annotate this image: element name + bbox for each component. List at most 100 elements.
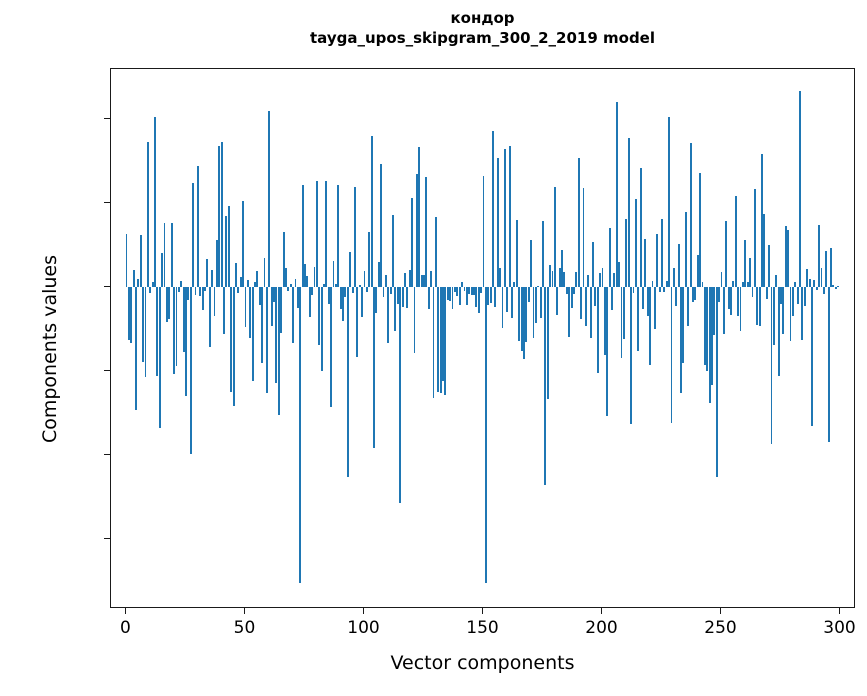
bar (758, 287, 761, 326)
bar (399, 287, 402, 504)
y-tick-mark (104, 117, 110, 119)
bar (370, 136, 373, 288)
bar (639, 168, 642, 288)
bar (432, 287, 435, 399)
bar (230, 287, 233, 392)
bar (592, 241, 594, 288)
bar (251, 287, 254, 381)
bar (508, 145, 511, 288)
x-tick-mark (243, 608, 246, 614)
bar (796, 287, 799, 304)
x-tick-label: 100 (347, 618, 380, 638)
bar (156, 287, 159, 376)
bar (332, 260, 335, 288)
bar (649, 287, 652, 365)
x-tick-label: 300 (823, 618, 856, 638)
x-tick-mark (362, 608, 365, 614)
bar (330, 287, 333, 407)
bar (182, 287, 185, 353)
bar (165, 287, 168, 322)
y-tick-mark (104, 201, 110, 203)
bar (315, 180, 318, 288)
bar (151, 282, 154, 288)
bar (791, 287, 794, 316)
bar (361, 287, 364, 317)
bar (584, 287, 587, 326)
bar (730, 287, 732, 315)
bar (301, 185, 304, 288)
bar (137, 279, 140, 288)
bar (644, 239, 647, 288)
x-tick-mark (481, 608, 484, 614)
bar (249, 287, 252, 339)
bar (703, 287, 706, 366)
bar (701, 282, 704, 288)
bar (342, 287, 344, 321)
bar (296, 287, 299, 308)
bar (289, 283, 292, 288)
bar (334, 283, 337, 288)
bar (596, 287, 599, 374)
bar-series-container (111, 69, 854, 607)
bar (532, 287, 535, 338)
bar (235, 262, 237, 288)
bar (204, 287, 206, 292)
bar (275, 287, 278, 383)
bar (382, 287, 385, 298)
bar (311, 287, 314, 295)
bar (282, 232, 285, 288)
bar (784, 225, 787, 288)
bar (768, 245, 771, 288)
x-tick-label: 250 (704, 618, 737, 638)
bar (725, 220, 728, 288)
bar (572, 287, 575, 294)
bar (375, 287, 378, 313)
bar (484, 287, 487, 583)
chart-title: кондор tayga_upos_skipgram_300_2_2019 mo… (110, 8, 855, 48)
bar (763, 214, 766, 288)
bar (827, 287, 830, 442)
bar (337, 185, 340, 288)
bar (782, 287, 785, 334)
bar (634, 198, 637, 288)
bar (682, 287, 685, 364)
bar (603, 287, 606, 355)
bar (482, 175, 485, 288)
bar (830, 248, 832, 288)
bar (746, 282, 749, 288)
bar (658, 287, 661, 292)
bar (711, 287, 713, 385)
bar (672, 267, 675, 288)
bar (811, 287, 813, 427)
bar (608, 227, 611, 288)
y-tick-mark (104, 285, 110, 287)
bar (344, 287, 347, 297)
bar (551, 271, 554, 288)
bar (546, 287, 549, 400)
bar (663, 287, 666, 292)
bar (506, 287, 509, 312)
bar (384, 274, 387, 288)
bar (444, 287, 447, 395)
bar (258, 287, 261, 305)
bar (154, 116, 156, 288)
x-tick-label: 150 (466, 618, 499, 638)
bar (287, 287, 290, 292)
bar (675, 287, 678, 307)
x-tick-mark (600, 608, 603, 614)
bar (630, 287, 632, 424)
bar (430, 270, 433, 288)
bar (349, 252, 352, 288)
bar (127, 287, 130, 341)
bar (185, 287, 187, 397)
bar (306, 275, 309, 288)
bar (599, 273, 602, 288)
bar (254, 282, 256, 288)
bar (794, 281, 797, 288)
bar (594, 287, 597, 307)
bar (813, 279, 816, 288)
bar (530, 240, 533, 288)
chart-title-line1: кондор (450, 9, 515, 27)
bar (327, 287, 330, 304)
bar (320, 287, 323, 372)
